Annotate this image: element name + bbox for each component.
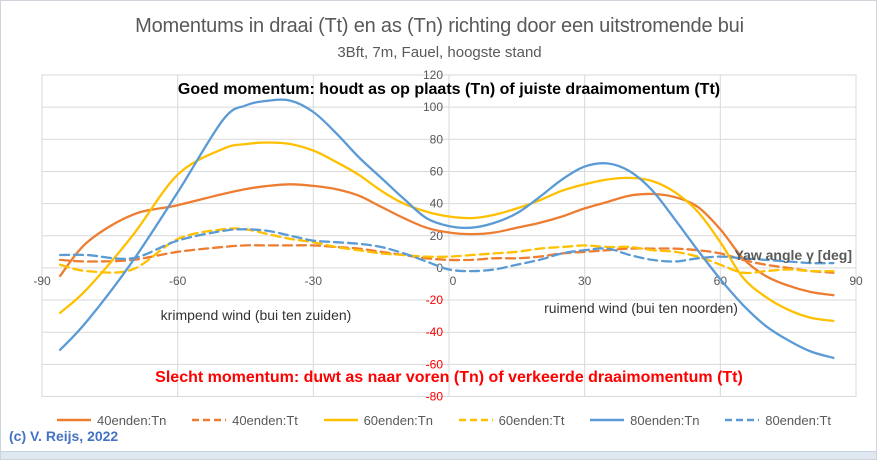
legend-swatch-icon: [590, 418, 625, 422]
annotation-krimpend-wind: krimpend wind (bui ten zuiden): [160, 307, 352, 323]
y-tick-label: 40: [430, 197, 444, 211]
y-tick-label: 80: [430, 132, 444, 146]
legend-item-60enden-Tt: 60enden:Tt: [458, 412, 565, 428]
annotation-good-momentum: Goed momentum: houdt as op plaats (Tn) o…: [177, 81, 721, 98]
x-tick-label: 30: [578, 274, 592, 288]
legend-swatch-icon: [323, 418, 358, 422]
y-axis-ticks: 120 100 80 60 40 20 0 -20 -40 -60 -80: [423, 68, 443, 404]
y-tick-label: -80: [426, 390, 444, 404]
series-80enden-Tt: [58, 228, 835, 273]
legend-item-40enden-Tn: 40enden:Tn: [56, 413, 166, 428]
y-tick-label: -20: [426, 293, 444, 307]
legend-swatch-icon: [57, 418, 91, 422]
legend-swatch-icon: [458, 418, 493, 422]
y-tick-label: 20: [430, 229, 444, 243]
chart-title: Momentums in draai (Tt) en as (Tn) richt…: [135, 15, 744, 37]
chart-subtitle: 3Bft, 7m, Fauel, hoogste stand: [337, 44, 542, 61]
legend-label: 40enden:Tn: [97, 412, 167, 428]
legend-label: 60enden:Tn: [363, 412, 433, 428]
y-tick-label: 60: [430, 164, 444, 178]
x-axis-ticks: -90 -60 -30 0 30 60 90: [33, 274, 863, 288]
annotation-ruimend-wind: ruimend wind (bui ten noorden): [544, 300, 738, 316]
annotation-bad-momentum: Slecht momentum: duwt as naar voren (Tn)…: [155, 369, 743, 386]
gridlines: [41, 74, 857, 397]
series-80enden-Tn: [58, 98, 835, 360]
legend-item-80enden-Tt: 80enden:Tt: [724, 413, 831, 428]
x-tick-label: 0: [450, 274, 457, 288]
series-curves: [58, 98, 835, 360]
y-tick-label: -60: [426, 357, 444, 371]
y-tick-label: -40: [426, 325, 444, 339]
x-tick-label: -60: [169, 274, 187, 288]
legend-item-40enden-Tt: 40enden:Tt: [191, 413, 298, 428]
series-40enden-Tn: [58, 183, 835, 297]
footer-bar: [1, 451, 876, 459]
series-60enden-Tn: [58, 141, 835, 323]
x-tick-label: 90: [849, 274, 863, 288]
x-tick-label: -90: [33, 274, 51, 288]
legend-label: 80enden:Tt: [765, 412, 831, 428]
y-tick-label: 0: [436, 261, 443, 275]
legend-item-60enden-Tn: 60enden:Tn: [323, 413, 433, 428]
legend-label: 80enden:Tn: [630, 412, 700, 428]
x-tick-label: -30: [305, 274, 323, 288]
legend-label: 40enden:Tt: [232, 412, 298, 428]
series-60enden-Tt: [58, 227, 835, 275]
y-tick-label: 120: [423, 68, 443, 82]
x-axis-label: Yaw angle γ [deg]: [734, 247, 852, 263]
chart-legend: 40enden:Tn 40enden:Tt 60enden:Tn 60enden:Tt…: [56, 410, 831, 430]
series-40enden-Tt: [58, 244, 835, 274]
plot-border: [41, 74, 857, 397]
legend-swatch-icon: [725, 418, 760, 422]
legend-label: 60enden:Tt: [498, 412, 565, 428]
y-tick-label: 100: [423, 100, 443, 114]
legend-item-80enden-Tn: 80enden:Tn: [589, 412, 700, 428]
legend-swatch-icon: [192, 418, 227, 422]
copyright-text: (c) V. Reijs, 2022: [9, 428, 119, 444]
